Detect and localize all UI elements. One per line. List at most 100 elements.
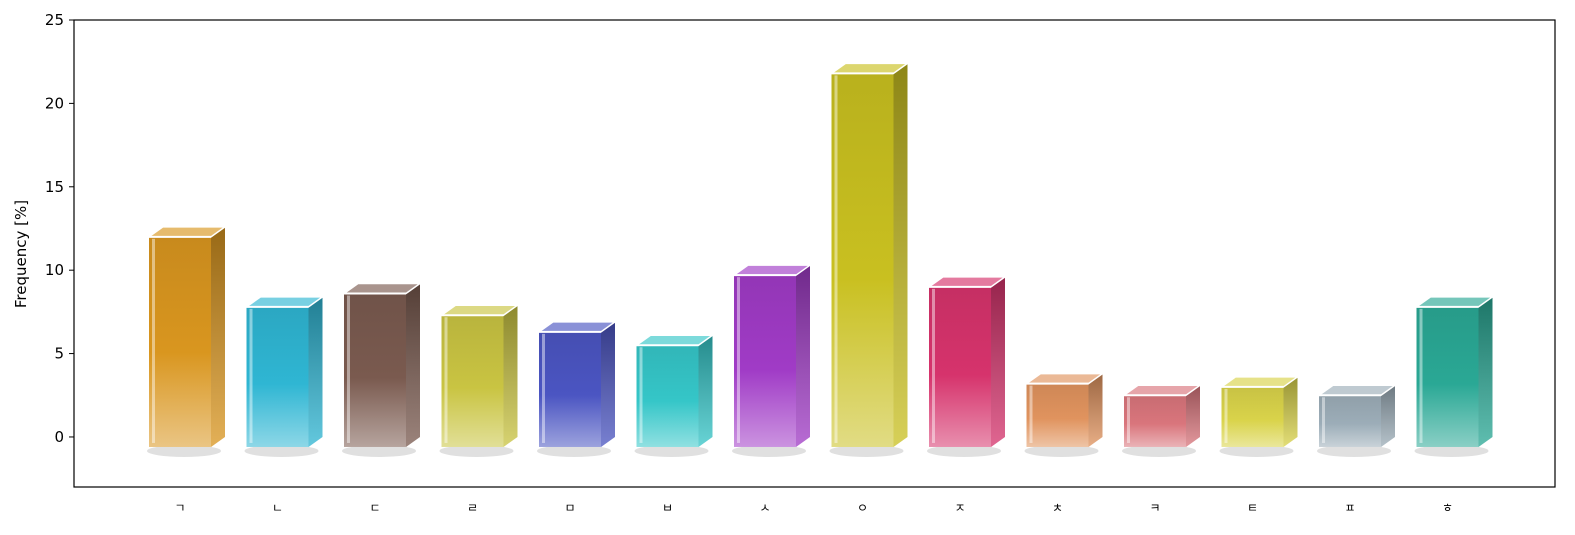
plot-frame <box>73 19 1556 488</box>
x-tick-label: ㄱ <box>174 501 185 515</box>
bar-highlight <box>1322 397 1325 443</box>
bar-front <box>539 331 601 447</box>
bar-highlight <box>347 295 350 443</box>
bar <box>536 321 618 457</box>
bar-highlight <box>737 277 740 443</box>
x-tick-label: ㅎ <box>1442 501 1453 515</box>
bar-side <box>211 226 225 447</box>
bar-shadow <box>439 444 514 457</box>
bar <box>926 276 1008 457</box>
bar-shadow <box>1122 444 1196 457</box>
bar-side <box>1283 376 1298 447</box>
bar-highlight <box>1127 397 1130 443</box>
x-tick-label: ㅈ <box>954 501 965 515</box>
bar <box>829 62 910 457</box>
bar-top <box>926 276 1008 288</box>
bar-front <box>636 345 699 447</box>
x-tick-label: ㅂ <box>662 501 673 515</box>
bar-front <box>831 73 894 447</box>
x-tick-label: ㅊ <box>1052 501 1063 515</box>
bar-shadow <box>927 444 1001 457</box>
x-tick-label: ㅅ <box>759 501 770 515</box>
bar-top <box>1414 296 1495 308</box>
bar-side <box>406 283 420 447</box>
bar-shadow <box>147 444 221 457</box>
bar-front <box>1026 383 1089 447</box>
x-tick-label: ㅌ <box>1247 501 1258 515</box>
bar-shadow <box>1024 444 1099 457</box>
bar-top <box>244 296 325 308</box>
bar-front <box>1221 386 1284 447</box>
x-tick-label: ㅇ <box>857 501 868 515</box>
bar-side <box>991 276 1005 447</box>
bar-shadow <box>1414 444 1489 457</box>
bar-top <box>1024 372 1105 385</box>
bar-front <box>344 293 406 447</box>
bar-side <box>893 63 908 447</box>
bar <box>1024 372 1105 457</box>
bar-shadow <box>829 444 904 457</box>
bar-side <box>308 296 323 447</box>
bar-shadow <box>634 444 709 457</box>
bar <box>439 304 520 457</box>
bar-front <box>929 286 991 447</box>
bar <box>1219 376 1300 457</box>
bar-top <box>146 226 228 238</box>
x-tick-label: ㄷ <box>369 501 380 515</box>
bar-front <box>1319 395 1381 447</box>
bar <box>1414 296 1495 457</box>
bar-front <box>246 306 309 447</box>
x-tick-label: ㅋ <box>1149 501 1160 515</box>
bar-top <box>731 264 813 276</box>
y-tick-label: 25 <box>45 11 64 29</box>
bar-shadow <box>1219 444 1294 457</box>
bar-side <box>1381 385 1395 447</box>
bar-front <box>441 315 504 447</box>
bar-side <box>601 321 615 447</box>
y-tick-label: 15 <box>45 178 64 196</box>
bar-shadow <box>244 444 319 457</box>
bar-highlight <box>639 347 643 443</box>
bar <box>341 282 423 457</box>
bar-side <box>1186 385 1200 447</box>
bar-front <box>1124 395 1186 447</box>
bar-side <box>796 265 810 447</box>
bar <box>1121 384 1203 457</box>
bar-front <box>734 275 796 447</box>
bar <box>244 296 325 457</box>
bar-highlight <box>1029 385 1033 443</box>
y-tick-label: 10 <box>45 261 64 279</box>
bar <box>146 226 228 457</box>
bar-highlight <box>1224 388 1228 443</box>
bar-highlight <box>834 75 838 443</box>
bar-top <box>439 304 520 316</box>
x-tick-label: ㅁ <box>564 501 575 515</box>
bar-shadow <box>537 444 611 457</box>
y-axis: 0 5 10 15 20 25 <box>45 11 74 446</box>
bar-front <box>1416 306 1479 447</box>
bar <box>634 334 715 457</box>
bar-shadow <box>342 444 416 457</box>
x-tick-label: ㄴ <box>272 501 283 515</box>
bar <box>731 264 813 457</box>
bar-side <box>1088 373 1103 447</box>
bar-highlight <box>932 288 935 443</box>
bar-top <box>536 321 618 333</box>
bar-top <box>1121 384 1203 397</box>
bar-highlight <box>249 308 253 443</box>
y-tick-label: 0 <box>54 428 64 446</box>
x-tick-label: ㅍ <box>1344 501 1355 515</box>
y-axis-title: Frequency [%] <box>12 200 30 308</box>
bar-top <box>1316 384 1398 397</box>
bar-side <box>1478 296 1493 447</box>
bar-top <box>1219 376 1300 388</box>
bar-highlight <box>1419 308 1423 443</box>
y-tick-label: 5 <box>54 345 64 363</box>
bar-highlight <box>152 238 155 443</box>
bar-side <box>698 335 713 447</box>
bar-top <box>829 62 910 75</box>
y-tick-label: 20 <box>45 94 64 112</box>
x-tick-label: ㄹ <box>467 501 478 515</box>
